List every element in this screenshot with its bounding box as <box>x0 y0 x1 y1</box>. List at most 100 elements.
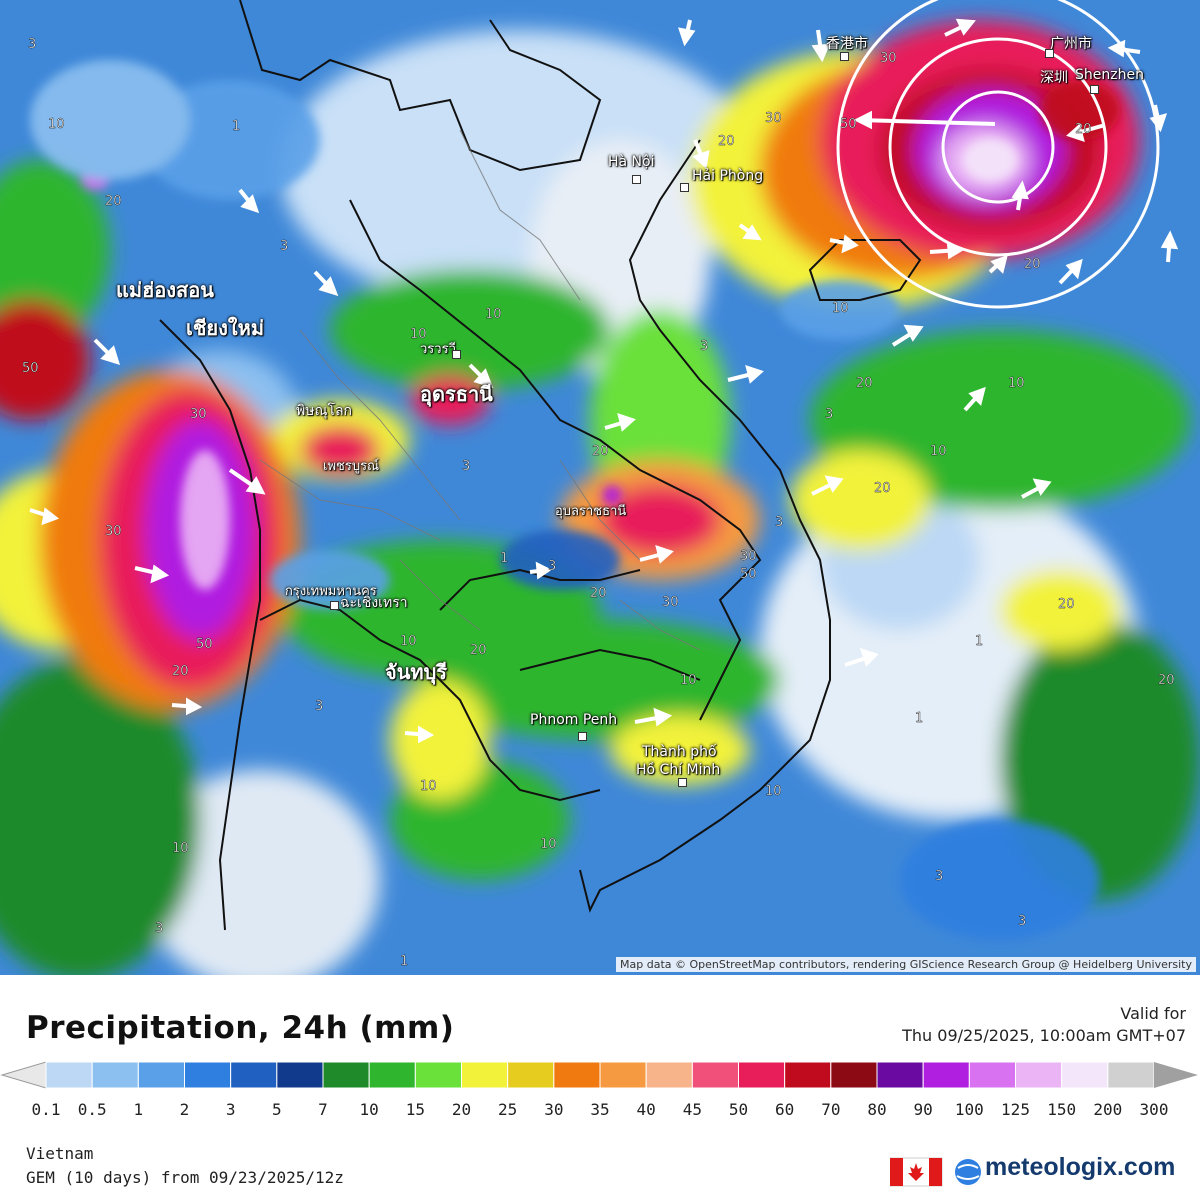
contour-label: 10 <box>420 779 437 794</box>
contour-labels: 3 1 10 20 30 50 30 50 20 30 30 50 20 20 … <box>22 37 1175 969</box>
contour-label: 20 <box>1075 122 1092 137</box>
contour-label: 10 <box>540 837 557 852</box>
legend-tick-label: 45 <box>682 1100 702 1119</box>
city-marker <box>632 175 641 184</box>
meteologix-globe-icon <box>955 1159 981 1185</box>
contour-label: 20 <box>856 376 873 391</box>
contour-label: 50 <box>740 567 757 582</box>
region-label: Vietnam <box>26 1144 94 1163</box>
contour-label: 30 <box>880 51 897 66</box>
contour-label: 20 <box>874 481 891 496</box>
legend-swatch <box>276 1061 324 1089</box>
contour-label: 30 <box>190 407 207 422</box>
brand-logos[interactable] <box>890 1152 1190 1192</box>
legend-swatch <box>738 1061 786 1089</box>
model-info: GEM (10 days) from 09/23/2025/12z <box>26 1168 344 1187</box>
contour-label: 3 <box>1018 914 1026 929</box>
city-marker <box>678 778 687 787</box>
city-label: พิษณุโลก <box>296 403 353 419</box>
legend-tick-label: 200 <box>1093 1100 1123 1119</box>
precipitation-map[interactable]: 3 1 10 20 30 50 30 50 20 30 30 50 20 20 … <box>0 0 1200 975</box>
contour-label: 10 <box>680 673 697 688</box>
contour-label: 20 <box>1158 673 1175 688</box>
city-label: Hải Phòng <box>692 168 764 184</box>
legend-tick-label: 2 <box>179 1100 190 1119</box>
city-label: Hà Nội <box>608 154 655 170</box>
legend-tick-label: 1 <box>133 1100 144 1119</box>
contour-label: 3 <box>700 339 708 354</box>
legend-swatch <box>368 1061 416 1089</box>
city-label: Thành phố <box>642 744 717 760</box>
contour-label: 1 <box>915 711 923 726</box>
contour-label: 20 <box>718 134 735 149</box>
legend-tick-label: 125 <box>1001 1100 1030 1119</box>
legend-tick-label: 10 <box>359 1100 379 1119</box>
canada-flag-icon <box>890 1157 943 1187</box>
contour-label: 10 <box>48 117 65 132</box>
typhoon-track-rings <box>836 0 1160 309</box>
contour-label: 1 <box>232 119 240 134</box>
brand-name[interactable]: meteologix.com <box>985 1153 1176 1181</box>
city-label: เพชรบูรณ์ <box>323 459 380 474</box>
city-marker <box>1090 85 1099 94</box>
legend-tick-label: 60 <box>775 1100 795 1119</box>
legend-tick-label: 30 <box>544 1100 564 1119</box>
contour-label: 10 <box>485 307 502 322</box>
city-label: Phnom Penh <box>530 712 618 728</box>
legend-swatch <box>691 1061 739 1089</box>
map-canvas: 3 1 10 20 30 50 30 50 20 30 30 50 20 20 … <box>0 0 1200 975</box>
legend-swatch <box>414 1061 463 1089</box>
valid-label: Valid for <box>1120 1004 1186 1023</box>
province-borders <box>259 129 701 651</box>
city-marker <box>840 52 849 61</box>
contour-label: 20 <box>1024 257 1041 272</box>
contour-label: 3 <box>462 459 470 474</box>
legend-swatch <box>922 1061 970 1089</box>
contour-label: 10 <box>410 327 427 342</box>
city-marker <box>578 732 587 741</box>
wind-arrows <box>29 18 1179 744</box>
legend-tick-label: 0.5 <box>77 1100 107 1119</box>
legend-cap-low <box>0 1061 47 1089</box>
city-label: อุดรธานี <box>420 382 493 406</box>
contour-label: 3 <box>280 239 288 254</box>
legend-swatch <box>45 1061 93 1089</box>
legend-tick-label: 15 <box>405 1100 425 1119</box>
legend-swatch <box>230 1061 278 1089</box>
valid-time: Thu 09/25/2025, 10:00am GMT+07 <box>902 1026 1186 1045</box>
contour-label: 50 <box>196 637 213 652</box>
contour-label: 10 <box>832 301 849 316</box>
legend-swatch <box>1107 1061 1155 1089</box>
contour-label: 30 <box>662 595 679 610</box>
legend-tick-label: 35 <box>590 1100 610 1119</box>
contour-label: 20 <box>172 664 189 679</box>
city-label: อุบลราชธานี <box>555 504 627 519</box>
legend-tick-label: 300 <box>1139 1100 1169 1119</box>
legend-swatch <box>784 1061 832 1089</box>
contour-label: 1 <box>500 551 508 566</box>
legend-tick-label: 150 <box>1047 1100 1077 1119</box>
contour-label: 20 <box>105 194 122 209</box>
contour-label: 3 <box>315 699 323 714</box>
contour-label: 20 <box>592 444 609 459</box>
contour-label: 10 <box>1008 376 1025 391</box>
legend-swatch <box>137 1061 185 1089</box>
legend-swatch <box>553 1061 601 1089</box>
city-label: 广州市 <box>1050 36 1092 52</box>
contour-label: 50 <box>22 361 39 376</box>
contour-label: 3 <box>155 921 163 936</box>
legend-swatch <box>1061 1061 1109 1089</box>
legend-tick-label: 70 <box>821 1100 841 1119</box>
city-marker <box>1045 49 1054 58</box>
city-label: จันทบุรี <box>385 660 448 684</box>
legend-tick-label: 80 <box>867 1100 887 1119</box>
city-label: Shenzhen <box>1075 67 1144 83</box>
legend-tick-label: 7 <box>318 1100 328 1119</box>
contour-label: 10 <box>400 634 417 649</box>
legend-colorbar <box>0 1061 1198 1089</box>
legend-swatch <box>184 1061 232 1089</box>
legend-swatch <box>968 1061 1016 1089</box>
city-marker <box>680 183 689 192</box>
legend-tick-label: 50 <box>728 1100 749 1119</box>
legend-swatch <box>599 1061 647 1089</box>
